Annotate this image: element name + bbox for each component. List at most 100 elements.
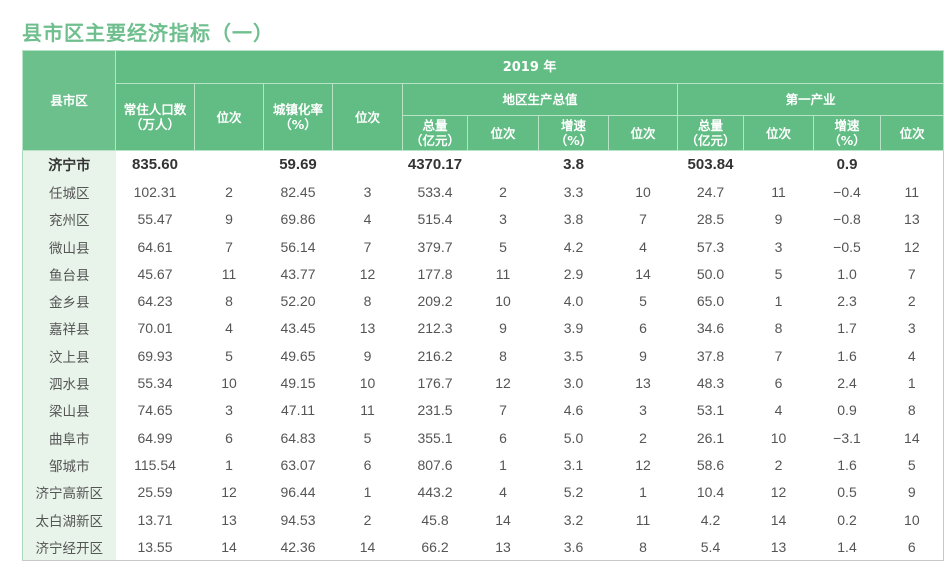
table-row: 曲阜市 64.99 6 64.83 5 355.1 6 5.0 2 26.1 10 −3.1 14	[22, 423, 945, 452]
header-group-primary: 第一产业	[676, 83, 945, 116]
cell-population: 102.31	[133, 183, 177, 200]
cell-urbanization-rank: 8	[363, 293, 372, 310]
cell-gdp-growth: 4.6	[563, 402, 584, 419]
cell-gdp-growth-rank: 11	[635, 511, 651, 528]
header-gdp-total-unit: （亿元）	[409, 133, 460, 148]
header-gdp-total: 总量 （亿元）	[402, 115, 468, 151]
cell-primary-rank: 12	[770, 484, 787, 501]
cell-gdp-total: 216.2	[417, 347, 453, 364]
cell-gdp-total: 533.4	[417, 183, 453, 200]
cell-urbanization-rank	[333, 151, 403, 179]
cell-population: 115.54	[134, 456, 176, 473]
cell-gdp-rank: 9	[499, 320, 507, 337]
cell-urbanization-rank: 6	[363, 456, 372, 473]
cell-population-rank: 14	[194, 533, 264, 562]
cell-gdp-rank: 10	[495, 293, 511, 310]
cell-urbanization-rank: 13	[359, 320, 376, 337]
table-row: 任城区 102.31 2 82.45 3 533.4 2 3.3 10 24.7 11 −0.4 11	[22, 178, 945, 206]
header-primary-total: 总量 （亿元）	[677, 115, 744, 151]
cell-primary-growth: −0.4	[833, 183, 861, 200]
cell-urbanization: 49.15	[280, 375, 316, 392]
header-population-label: 常住人口数	[123, 102, 187, 117]
header-gdp-growth-unit: （%）	[554, 133, 593, 148]
cell-gdp-total: 443.2	[417, 484, 453, 501]
cell-gdp-growth: 3.1	[563, 456, 584, 473]
table-row: 泗水县 55.34 10 49.15 10 176.7 12 3.0 13 48.3 6 2.4 1	[22, 369, 945, 397]
header-primary-growth: 增速 （%）	[813, 115, 881, 151]
header-population: 常住人口数 （万人）	[115, 83, 195, 151]
table-row: 鱼台县 45.67 11 43.77 12 177.8 11 2.9 14 50.0 5 1.0 7	[22, 260, 945, 288]
cell-name: 汶上县	[22, 342, 116, 370]
cell-population-rank: 9	[225, 211, 233, 228]
cell-primary-rank: 14	[770, 511, 787, 528]
cell-gdp-rank: 14	[495, 511, 511, 528]
cell-gdp-growth-rank	[609, 151, 678, 179]
cell-primary-total: 10.4	[696, 484, 725, 501]
cell-gdp-total: 355.1	[417, 429, 453, 446]
cell-primary-growth: −0.8	[833, 211, 861, 228]
cell-gdp-growth-rank: 2	[639, 429, 647, 446]
table-row: 微山县 64.61 7 56.14 7 379.7 5 4.2 4 57.3 3 −0.5 12	[22, 232, 945, 261]
cell-gdp-growth: 3.0	[563, 375, 584, 392]
cell-primary-rank: 3	[774, 238, 783, 255]
cell-gdp-growth: 4.0	[563, 293, 584, 310]
header-primary-rank: 位次	[743, 115, 814, 151]
cell-urbanization-rank: 1	[363, 484, 372, 501]
cell-primary-rank: 11	[771, 183, 786, 200]
cell-primary-total: 503.84	[687, 156, 734, 174]
cell-primary-total: 50.0	[696, 265, 725, 282]
cell-population-rank: 8	[225, 293, 233, 310]
cell-population: 835.60	[132, 156, 178, 174]
cell-population-rank: 13	[221, 511, 237, 528]
cell-urbanization: 64.83	[280, 429, 316, 446]
cell-gdp-growth-rank: 6	[639, 320, 647, 337]
cell-population-rank: 3	[225, 402, 233, 419]
cell-primary-total: 4.2	[700, 511, 721, 528]
cell-gdp-rank: 12	[495, 375, 511, 392]
cell-population-rank: 7	[225, 238, 233, 255]
cell-primary-rank: 6	[774, 375, 783, 392]
cell-gdp-rank: 13	[467, 533, 539, 562]
cell-population-rank: 5	[225, 347, 233, 364]
table-row: 汶上县 69.93 5 49.65 9 216.2 8 3.5 9 37.8 7 1.6 4	[22, 342, 945, 370]
cell-primary-total: 26.1	[696, 429, 725, 446]
economic-indicators-table: 县市区 2019 年 常住人口数 （万人） 位次 城镇化率 （%） 位次 地区生…	[22, 50, 945, 562]
cell-name: 太白湖新区	[22, 505, 116, 534]
cell-primary-growth: −3.1	[833, 429, 861, 446]
table-row: 金乡县 64.23 8 52.20 8 209.2 10 4.0 5 65.0 1 2.3 2	[22, 287, 945, 315]
cell-gdp-growth: 3.3	[563, 183, 584, 200]
cell-primary-total: 5.4	[677, 533, 744, 562]
cell-primary-rank: 13	[743, 533, 814, 562]
cell-primary-growth-rank	[880, 150, 945, 179]
cell-gdp-growth-rank: 12	[635, 456, 651, 473]
cell-gdp-growth: 5.0	[563, 429, 584, 446]
cell-gdp-rank	[468, 151, 539, 179]
table-row: 嘉祥县 70.01 4 43.45 13 212.3 9 3.9 6 34.6 8 1.7 3	[22, 314, 945, 343]
cell-primary-rank: 5	[774, 265, 783, 282]
cell-urbanization-rank: 7	[363, 238, 372, 255]
cell-primary-total: 28.5	[696, 211, 725, 228]
cell-gdp-growth-rank: 14	[635, 265, 651, 282]
table-body: 济宁市 835.60 59.69 4370.17 3.8 503.84 0.9 …	[22, 150, 945, 562]
cell-primary-growth-rank: 3	[880, 314, 945, 343]
cell-gdp-total: 66.2	[402, 533, 468, 562]
header-urbanization-unit: （%）	[279, 117, 317, 132]
cell-name: 邹城市	[22, 451, 116, 479]
header-urbanization-label: 城镇化率	[272, 102, 323, 117]
cell-primary-growth: 1.0	[837, 265, 857, 282]
cell-gdp-growth: 3.8	[563, 156, 584, 174]
cell-population-rank: 10	[221, 375, 237, 392]
table-row: 邹城市 115.54 1 63.07 6 807.6 1 3.1 12 58.6 2 1.6 5	[22, 451, 945, 479]
cell-name: 任城区	[22, 178, 116, 206]
cell-primary-total: 65.0	[696, 293, 725, 310]
cell-urbanization-rank: 9	[363, 347, 372, 364]
cell-primary-rank: 7	[774, 347, 783, 364]
cell-gdp-rank: 11	[495, 265, 511, 282]
cell-urbanization: 56.14	[280, 238, 316, 255]
cell-urbanization-rank: 14	[332, 533, 403, 562]
cell-primary-rank	[744, 151, 814, 179]
cell-population: 74.65	[137, 402, 173, 419]
cell-urbanization: 59.69	[279, 156, 317, 174]
header-population-unit: （万人）	[129, 117, 180, 132]
cell-gdp-total: 212.3	[417, 320, 453, 337]
